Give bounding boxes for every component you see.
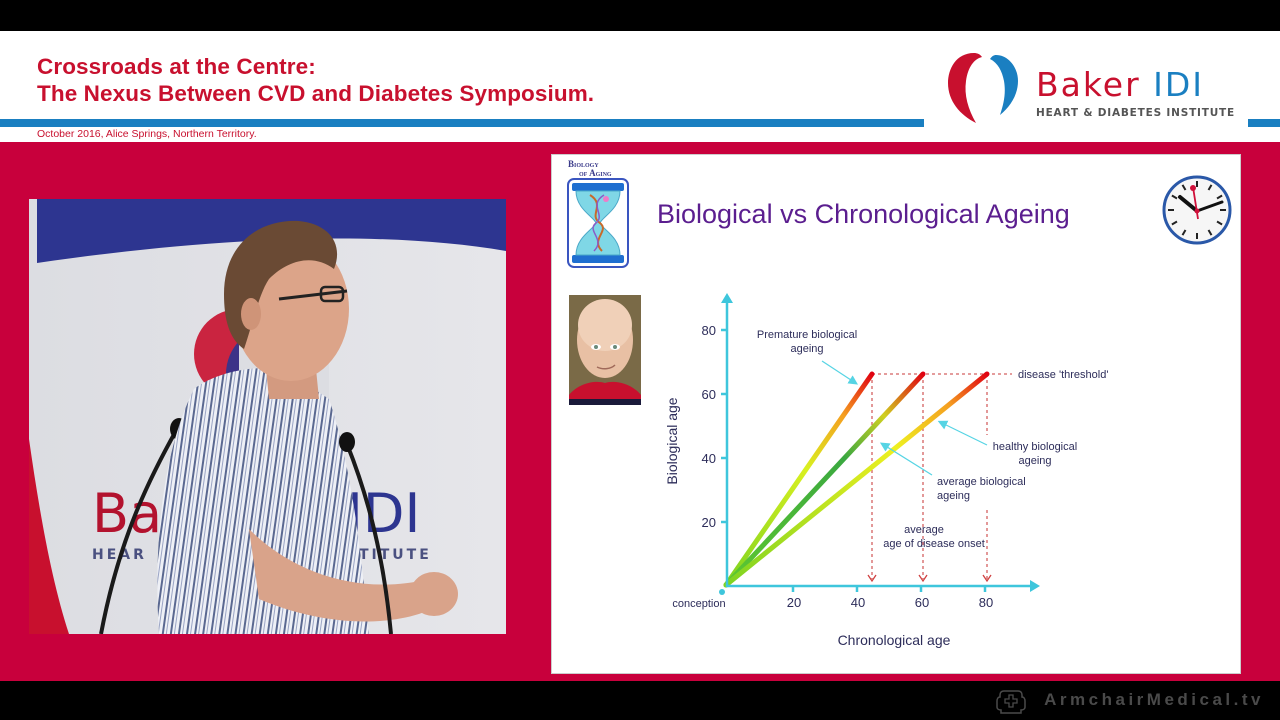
conference-header: Crossroads at the Centre: The Nexus Betw… xyxy=(0,31,1280,142)
speaker-video[interactable]: Ba IDI HEAR TITUTE xyxy=(29,199,506,634)
svg-text:60: 60 xyxy=(915,595,929,610)
armchair-medical-watermark: ArmchairMedical.tv xyxy=(1044,690,1264,709)
svg-text:Premature biological: Premature biological xyxy=(757,329,857,341)
heart-logo-icon xyxy=(948,53,1018,123)
series-average xyxy=(723,371,926,588)
svg-text:average: average xyxy=(904,524,944,536)
logo-wordmark: Baker IDI xyxy=(1036,65,1205,104)
svg-text:healthy biological: healthy biological xyxy=(993,441,1077,453)
logo-tagline: HEART & DIABETES INSTITUTE xyxy=(1036,107,1235,119)
series-premature xyxy=(723,371,875,588)
svg-text:20: 20 xyxy=(702,515,716,530)
slide-title: Biological vs Chronological Ageing xyxy=(657,199,1070,229)
backdrop-text-idi: IDI xyxy=(347,482,420,545)
armchair-cross-icon xyxy=(996,690,1026,714)
hourglass-dna-icon xyxy=(567,178,629,268)
footer-bar: ArmchairMedical.tv xyxy=(0,681,1280,720)
threshold-label: disease 'threshold' xyxy=(1018,369,1108,381)
svg-text:HEAR: HEAR xyxy=(92,547,147,563)
clock-icon xyxy=(1162,175,1232,245)
svg-text:20: 20 xyxy=(787,595,801,610)
presentation-slide: Biology of Aging Biological vs Chronolog… xyxy=(551,154,1241,674)
y-axis-label: Biological age xyxy=(664,397,680,484)
svg-text:80: 80 xyxy=(979,595,993,610)
svg-text:40: 40 xyxy=(851,595,865,610)
svg-text:80: 80 xyxy=(702,323,716,338)
svg-text:60: 60 xyxy=(702,387,716,402)
speaker-video-frame: Ba IDI HEAR TITUTE xyxy=(29,199,506,634)
conference-title: Crossroads at the Centre: The Nexus Betw… xyxy=(37,53,594,107)
svg-text:average biological: average biological xyxy=(937,476,1026,488)
conference-title-line1: Crossroads at the Centre: xyxy=(37,54,316,79)
video-stage: Ba IDI HEAR TITUTE xyxy=(0,142,1280,681)
svg-text:ageing: ageing xyxy=(1018,455,1051,467)
biology-of-aging-label: Biology of Aging xyxy=(568,159,612,178)
conception-label: conception xyxy=(672,598,725,610)
x-axis-label: Chronological age xyxy=(838,632,951,648)
series-healthy xyxy=(723,371,990,588)
conference-date-location: October 2016, Alice Springs, Northern Te… xyxy=(37,128,257,140)
svg-text:TITUTE: TITUTE xyxy=(359,547,432,563)
svg-text:ageing: ageing xyxy=(937,490,970,502)
svg-text:40: 40 xyxy=(702,451,716,466)
letterbox-top xyxy=(0,0,1280,31)
baker-idi-logo: Baker IDI HEART & DIABETES INSTITUTE xyxy=(946,47,1236,127)
header-stripe-right xyxy=(1248,119,1280,127)
ageing-chart: 80 60 40 20 20 40 60 80 conception Chron… xyxy=(664,293,1108,648)
conference-title-line2: The Nexus Between CVD and Diabetes Sympo… xyxy=(37,81,595,106)
header-stripe-left xyxy=(0,119,924,127)
svg-text:ageing: ageing xyxy=(790,343,823,355)
svg-text:age of disease onset: age of disease onset xyxy=(883,538,985,550)
progeria-child-photo xyxy=(569,295,641,405)
